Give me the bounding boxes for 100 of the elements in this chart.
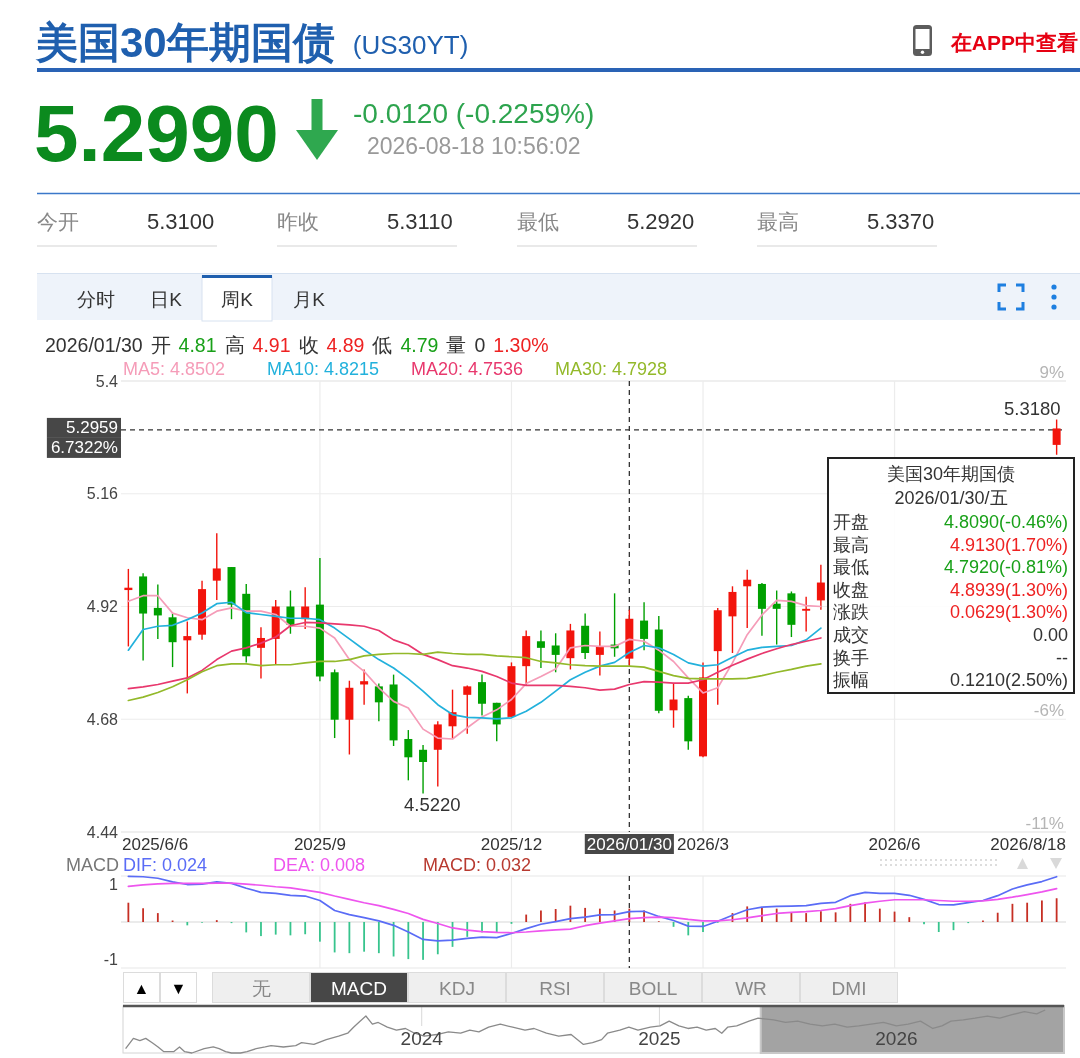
text: 5.2990 <box>34 88 279 178</box>
button: KDJ <box>408 972 506 1003</box>
annotation: 4.8090(-0.46%) <box>943 512 1068 532</box>
annotation: 成交 <box>833 625 869 645</box>
ref-line-label: 5.2959 <box>66 418 118 438</box>
text: 2025/6/6 <box>122 834 189 854</box>
text: 昨收 <box>277 209 319 233</box>
x-tick-label: 2025/9 <box>293 834 346 854</box>
button: ▲ <box>123 972 160 1003</box>
text: MA10: 4.8215 <box>267 359 380 379</box>
x-tick-label: 2026/3 <box>677 834 730 854</box>
candlestick <box>536 629 545 669</box>
series-label: DIF: 0.024 <box>123 855 208 875</box>
annotation: 4.8939(1.30%) <box>949 579 1068 600</box>
text: 5.3110 <box>387 208 453 234</box>
button: MACD <box>310 972 408 1003</box>
candlestick <box>640 601 649 651</box>
text: 2026/01/30/五 <box>894 488 1008 508</box>
annotation: 最低 <box>833 557 869 578</box>
annotation: 开盘 <box>833 512 869 532</box>
text: 在APP中查看 <box>949 30 1078 54</box>
button: 无 <box>212 972 310 1003</box>
annotation: 5.3180 <box>1004 398 1061 420</box>
text: 4.91 <box>252 334 291 356</box>
candlestick <box>419 744 428 795</box>
button: RSI <box>506 972 604 1003</box>
candlestick <box>816 563 825 611</box>
text: 最高 <box>757 209 799 233</box>
x-tick-label: 2026/6 <box>868 834 921 854</box>
y-tick-label: 4.44 <box>86 823 119 841</box>
candlestick <box>551 632 560 673</box>
text: 收 <box>298 334 319 356</box>
x-tick-label: 2025/12 <box>480 834 543 854</box>
text: MA5: 4.8502 <box>123 359 226 379</box>
candlestick <box>1052 418 1061 456</box>
candlestick <box>772 589 781 646</box>
annotation: 4.9130(1.70%) <box>949 534 1068 555</box>
y-tick-label: 5.4 <box>95 372 119 390</box>
text: 5.2920 <box>627 208 695 234</box>
annotation: 最高 <box>833 534 869 555</box>
x-tick-label: 2024 <box>400 1027 444 1049</box>
annotation: 振幅 <box>833 670 869 691</box>
candlestick <box>743 569 752 629</box>
legend-title: MACD <box>66 855 119 875</box>
text: 5.3100 <box>147 208 215 234</box>
y-tick-label: -1 <box>103 950 119 968</box>
text: MACD: 0.032 <box>423 855 532 875</box>
y-tick-label: 4.68 <box>86 710 119 728</box>
text: MA30: 4.7928 <box>555 359 668 379</box>
x-tick-label: 2026 <box>875 1027 918 1049</box>
annotation: -- <box>1056 647 1068 668</box>
candlestick <box>360 668 369 706</box>
text: 周K <box>221 288 254 310</box>
text: 高 <box>224 334 245 356</box>
candlestick <box>463 684 472 735</box>
text: MA20: 4.7536 <box>411 359 524 379</box>
text: 月K <box>293 288 326 310</box>
annotation: 涨跌 <box>833 602 869 623</box>
candlestick <box>212 532 221 601</box>
candlestick <box>153 583 162 640</box>
y2-tick-label: -6% <box>1033 700 1064 720</box>
text: 4.81 <box>178 334 217 356</box>
candlestick <box>404 729 413 782</box>
text: -0.0120 (-0.2259%) <box>353 97 595 129</box>
annotation: 4.5220 <box>404 793 461 815</box>
text: 日K <box>150 288 183 310</box>
candlestick <box>595 630 604 677</box>
y-tick-label: 5.16 <box>86 485 119 503</box>
annotation: 收盘 <box>833 579 869 600</box>
y-tick-label: 1 <box>109 876 119 894</box>
candlestick <box>669 682 678 729</box>
button: ▼ <box>160 972 197 1003</box>
candlestick <box>477 673 486 717</box>
button: BOLL <box>604 972 702 1003</box>
text: 4.79 <box>400 334 439 356</box>
text: 低 <box>372 334 393 356</box>
y-tick-label: 4.92 <box>86 598 119 615</box>
text: 2026/8/18 <box>990 834 1066 854</box>
text: 1.30% <box>493 334 549 356</box>
text: 美国30年期国债 <box>35 18 335 66</box>
text: 美国30年期国债 <box>886 464 1016 484</box>
series-label: DEA: 0.008 <box>273 855 366 875</box>
text: 5.3370 <box>867 208 935 234</box>
annotation: 0.0629(1.30%) <box>949 602 1068 623</box>
candlestick <box>183 620 192 695</box>
text: 2026/01/30 <box>45 334 143 356</box>
text: (US30YT) <box>352 30 469 60</box>
y2-tick-label: -11% <box>1025 813 1064 833</box>
text: 量 <box>446 334 467 356</box>
text: 0 <box>474 334 486 356</box>
text: 分时 <box>77 288 115 310</box>
text: 最低 <box>517 209 559 233</box>
ref-line-label: 6.7322% <box>46 437 121 458</box>
y2-tick-label: 9% <box>1039 362 1064 382</box>
button: DMI <box>800 972 898 1003</box>
annotation: 4.7920(-0.81%) <box>943 557 1068 578</box>
ref-line-label: 5.2959 <box>46 417 121 438</box>
text: 今开 <box>37 209 79 233</box>
text: 开 <box>150 334 171 356</box>
annotation: 换手 <box>833 647 869 668</box>
